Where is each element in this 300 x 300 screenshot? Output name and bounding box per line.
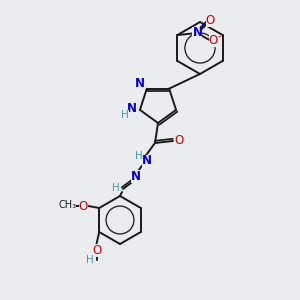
Text: N: N xyxy=(131,169,141,182)
Text: H: H xyxy=(86,255,94,265)
Text: N: N xyxy=(142,154,152,167)
Text: -: - xyxy=(218,31,221,41)
Text: O: O xyxy=(79,200,88,212)
Text: CH₃: CH₃ xyxy=(58,200,76,210)
Text: O: O xyxy=(93,244,102,256)
Text: H: H xyxy=(121,110,129,120)
Text: H: H xyxy=(135,151,143,161)
Text: O: O xyxy=(174,134,184,148)
Text: O: O xyxy=(209,34,218,46)
Text: +: + xyxy=(199,23,206,32)
Text: H: H xyxy=(112,183,120,193)
Text: O: O xyxy=(206,14,215,26)
Text: N: N xyxy=(193,26,202,40)
Text: N: N xyxy=(135,77,145,90)
Text: N: N xyxy=(127,102,137,116)
